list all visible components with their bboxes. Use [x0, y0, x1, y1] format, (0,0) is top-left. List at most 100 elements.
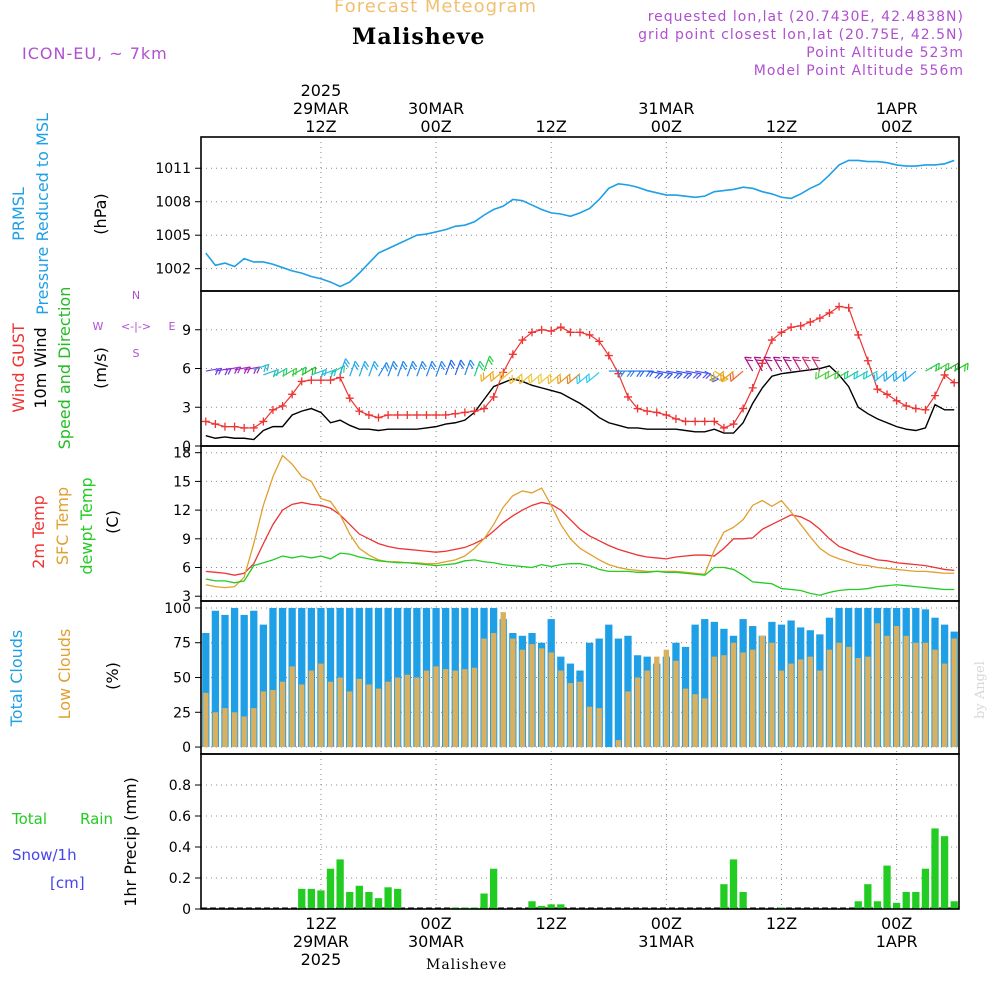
wind-barb-shaft	[473, 361, 481, 377]
wind-barb-flag	[460, 359, 466, 366]
wind-barb-flag	[421, 360, 427, 368]
wind-barb-flag	[885, 372, 888, 380]
wind-gust-line	[205, 305, 955, 429]
low-clouds-bar	[481, 638, 487, 748]
precip-bar	[365, 891, 373, 909]
wind-barb-flag	[732, 372, 734, 380]
wind-gust-marker	[336, 373, 345, 382]
wind-gust-marker	[441, 411, 450, 419]
wind-barb	[685, 370, 702, 380]
wind-barb-flag	[729, 374, 732, 382]
wind-barb-flag	[964, 364, 966, 372]
wind-barb	[772, 356, 783, 372]
low-clouds-bar	[769, 642, 775, 748]
wind-gust-marker	[211, 420, 220, 429]
low-clouds-bar	[826, 649, 833, 748]
wind-barb-flag	[792, 356, 800, 359]
low-clouds-bar	[558, 670, 564, 748]
wind-gust-marker	[729, 420, 738, 429]
wind-barb	[406, 360, 418, 377]
low-clouds-bar	[702, 698, 708, 748]
precip-bar	[921, 868, 930, 909]
watermark: by Angel	[973, 661, 988, 719]
low-clouds-bar	[356, 678, 363, 748]
wind-gust-marker	[931, 391, 940, 400]
precip-bar	[892, 902, 901, 909]
wind-barb-flag	[710, 374, 713, 382]
wind-barb-flag	[412, 360, 418, 368]
wind-barb	[744, 356, 754, 372]
wind-barb-shaft	[377, 362, 388, 377]
y-tick-label: 6	[182, 362, 191, 378]
wind-barb-shaft	[944, 362, 959, 372]
wind-barb-flag	[746, 359, 754, 362]
low-clouds-bar	[414, 677, 420, 748]
wind-barb	[753, 356, 763, 372]
wind-barb-shaft	[500, 369, 514, 381]
wind-gust-marker	[345, 394, 354, 403]
low-clouds-bar	[721, 655, 727, 748]
precip-bar	[950, 901, 958, 909]
time-axis-top-label: 1APR	[876, 99, 918, 118]
wind-gust-marker	[681, 417, 690, 426]
y-tick-label: 100	[164, 601, 191, 617]
wind-barb-flag	[817, 370, 820, 378]
wind-barb-shaft	[272, 367, 288, 377]
wind-barb	[253, 363, 270, 373]
wind-gust-marker	[844, 303, 853, 312]
low-clouds-bar	[778, 670, 785, 748]
wind-barb-flag	[576, 377, 578, 384]
total-clouds-bar	[230, 607, 239, 748]
wind-gust-marker	[403, 411, 412, 419]
wind-gust-label: Wind GUST	[9, 323, 28, 413]
wind-barb-shaft	[509, 373, 523, 385]
wind-gust-marker	[355, 407, 364, 416]
wind-gust-marker	[835, 302, 844, 311]
low-clouds-bar	[452, 670, 458, 748]
low-clouds-bar	[682, 688, 689, 748]
wind-barb	[883, 370, 898, 382]
total-clouds-bar	[259, 624, 268, 748]
wind-barb-flag	[540, 374, 543, 382]
y-tick-label: 0.2	[169, 871, 191, 887]
wind-barb-shaft	[720, 370, 734, 382]
compass-south: S	[133, 347, 140, 360]
low-clouds-bar	[538, 648, 545, 748]
wind-barb-flag	[815, 372, 817, 380]
wind-barb-flag	[620, 370, 626, 378]
precip-bar	[384, 887, 392, 909]
wind-barb	[234, 366, 251, 375]
wind-gust-marker	[950, 378, 959, 387]
wind-gust-marker	[595, 337, 604, 346]
low-clouds-bar	[922, 642, 929, 748]
wind-barb-flag	[292, 369, 295, 377]
precip-bar	[720, 884, 728, 909]
wind-barb-flag	[664, 372, 670, 379]
wind-barb-flag	[709, 376, 717, 381]
time-axis-top-label: 00Z	[651, 117, 682, 136]
wind-barb-shaft	[557, 373, 571, 385]
wind-gust-marker	[288, 390, 297, 399]
wind-barb	[282, 367, 298, 377]
time-axis-bottom-label: 00Z	[651, 914, 682, 933]
wind-gust-marker	[384, 411, 393, 419]
wind-barb-flag	[755, 359, 763, 362]
wind-barb-shaft	[538, 373, 552, 385]
precip-bar	[480, 893, 488, 909]
wind-gust-marker	[566, 328, 575, 337]
wind-barb	[489, 370, 504, 382]
low-clouds-bar	[634, 677, 641, 748]
wind-gust-marker	[576, 328, 584, 337]
wind-barb	[566, 373, 581, 385]
wind-barb-flag	[234, 367, 239, 375]
time-axis-top-label: 2025	[301, 81, 342, 100]
low-clouds-bar	[462, 669, 468, 748]
wind-barb-flag	[557, 377, 559, 384]
wind-barb	[873, 370, 888, 382]
wind-barb-shaft	[205, 367, 222, 372]
wind-barb-flag	[521, 374, 523, 382]
wind-barb-flag	[492, 372, 495, 380]
wind-barb-flag	[686, 373, 693, 380]
wind-barb-shaft	[934, 362, 950, 372]
wind-barb	[509, 373, 523, 385]
